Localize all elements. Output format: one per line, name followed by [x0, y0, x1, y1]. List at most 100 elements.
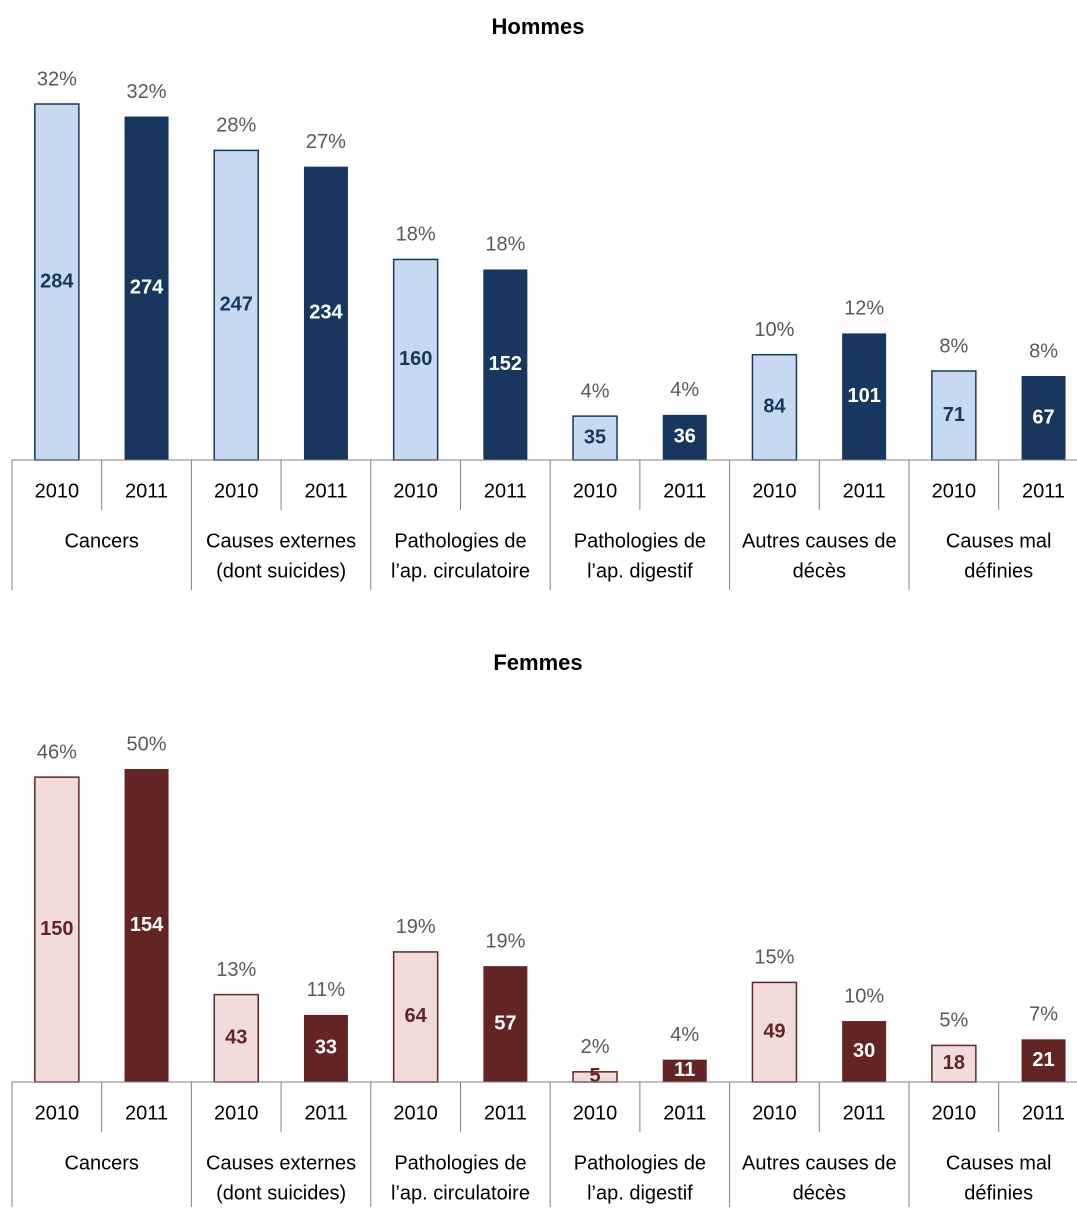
year-label: 2011 — [663, 480, 706, 502]
value-label: 21 — [1032, 1049, 1054, 1071]
year-label: 2010 — [393, 1102, 438, 1124]
category-label: Causes externes — [206, 1152, 356, 1174]
category-label: Autres causes de — [742, 530, 897, 552]
category-label: Pathologies de — [574, 1152, 706, 1174]
bar — [303, 166, 348, 460]
share-label: 27% — [306, 131, 346, 153]
chart-title: Femmes — [493, 650, 582, 675]
year-label: 2011 — [663, 1102, 706, 1124]
share-label: 32% — [127, 81, 167, 103]
share-label: 4% — [670, 379, 699, 401]
value-label: 33 — [315, 1037, 337, 1059]
value-label: 18 — [943, 1052, 965, 1074]
share-label: 8% — [1029, 340, 1058, 362]
value-label: 43 — [225, 1027, 247, 1049]
category-label: décès — [793, 1182, 846, 1204]
bar — [662, 1059, 707, 1082]
category-label: (dont suicides) — [216, 560, 346, 582]
share-label: 11% — [307, 979, 346, 1001]
share-label: 46% — [37, 741, 77, 763]
category-label: l’ap. digestif — [587, 1182, 693, 1204]
category-label: décès — [793, 560, 846, 582]
value-label: 154 — [130, 914, 164, 936]
year-label: 2010 — [932, 480, 977, 502]
share-label: 18% — [396, 224, 436, 246]
year-label: 2010 — [752, 480, 797, 502]
value-label: 11 — [674, 1059, 695, 1081]
category-label: définies — [964, 1182, 1033, 1204]
category-label: Causes externes — [206, 530, 356, 552]
year-label: 2010 — [35, 480, 80, 502]
year-label: 2011 — [125, 1102, 168, 1124]
category-label: l’ap. circulatoire — [391, 560, 530, 582]
year-label: 2011 — [304, 1102, 347, 1124]
value-label: 150 — [40, 918, 73, 940]
bar — [751, 353, 798, 461]
year-label: 2010 — [393, 480, 438, 502]
year-label: 2010 — [932, 1102, 977, 1124]
share-label: 12% — [844, 298, 884, 320]
value-label: 84 — [763, 396, 786, 418]
share-label: 13% — [216, 959, 256, 981]
year-label: 2010 — [752, 1102, 797, 1124]
bar — [34, 776, 80, 1083]
share-label: 5% — [939, 1010, 968, 1032]
bar — [303, 1014, 348, 1082]
value-label: 5 — [589, 1065, 600, 1087]
share-label: 10% — [754, 319, 794, 341]
value-label: 49 — [763, 1020, 785, 1042]
bar — [931, 1044, 977, 1083]
bar — [483, 966, 528, 1082]
value-label: 71 — [943, 404, 965, 426]
year-label: 2011 — [843, 1102, 886, 1124]
category-label: Autres causes de — [742, 1152, 897, 1174]
value-label: 101 — [847, 385, 880, 407]
year-label: 2011 — [484, 480, 527, 502]
bar — [34, 103, 80, 461]
bar — [483, 269, 528, 460]
bar — [662, 414, 707, 460]
bar — [931, 370, 977, 461]
share-label: 19% — [485, 930, 525, 952]
share-label: 2% — [581, 1036, 610, 1058]
share-label: 28% — [216, 115, 256, 137]
category-label: (dont suicides) — [216, 1182, 346, 1204]
bar — [1021, 1039, 1066, 1082]
value-label: 160 — [399, 348, 432, 370]
year-label: 2010 — [573, 480, 618, 502]
bar — [124, 116, 169, 460]
value-label: 30 — [853, 1040, 875, 1062]
bar — [392, 951, 439, 1083]
value-label: 247 — [220, 293, 253, 315]
share-label: 4% — [581, 380, 610, 402]
year-label: 2011 — [304, 480, 347, 502]
category-label: Cancers — [64, 1152, 138, 1174]
category-label: Causes mal — [946, 530, 1052, 552]
year-label: 2011 — [1022, 480, 1065, 502]
category-label: Pathologies de — [574, 530, 706, 552]
value-label: 57 — [494, 1012, 516, 1034]
bar — [751, 981, 798, 1083]
share-label: 4% — [670, 1024, 699, 1046]
value-label: 152 — [489, 353, 522, 375]
value-label: 234 — [309, 302, 343, 324]
category-label: Cancers — [64, 530, 138, 552]
category-label: Pathologies de — [394, 1152, 526, 1174]
year-label: 2011 — [843, 480, 886, 502]
year-label: 2010 — [214, 480, 259, 502]
category-label: l’ap. digestif — [587, 560, 693, 582]
bar — [842, 1021, 887, 1082]
bar — [124, 769, 169, 1082]
share-label: 8% — [939, 335, 968, 357]
bar — [842, 333, 887, 460]
bar — [572, 415, 618, 461]
year-label: 2010 — [35, 1102, 80, 1124]
value-label: 35 — [584, 426, 606, 448]
bar — [213, 149, 259, 461]
year-label: 2010 — [573, 1102, 618, 1124]
year-label: 2011 — [484, 1102, 527, 1124]
value-label: 67 — [1032, 406, 1054, 428]
year-label: 2011 — [1022, 1102, 1065, 1124]
